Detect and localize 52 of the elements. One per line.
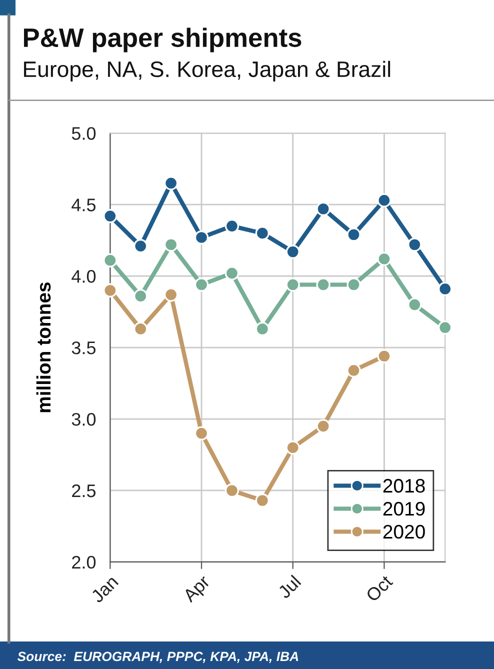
point	[103, 208, 118, 224]
x-tick-label: Oct	[365, 574, 394, 602]
point	[255, 226, 270, 240]
point	[346, 278, 361, 292]
point	[316, 278, 330, 292]
chart-subtitle: Europe, NA, S. Korea, Japan & Brazil	[24, 60, 390, 82]
chart-title: P&W paper shipments	[24, 28, 302, 52]
point	[255, 322, 270, 336]
point	[408, 298, 422, 312]
point	[194, 278, 209, 292]
y-tick-label: 3.0	[72, 412, 96, 426]
point	[134, 289, 148, 304]
point	[164, 176, 178, 190]
point	[438, 282, 452, 296]
y-tick-label: 2.0	[72, 556, 96, 569]
point	[286, 440, 300, 455]
point	[134, 238, 148, 254]
legend-label: 2018	[383, 478, 425, 493]
source-note: Source: EUROGRAPH, PPPC, KPA, JPA, IBA	[17, 652, 298, 664]
point	[438, 320, 452, 335]
point	[408, 238, 422, 252]
point	[224, 483, 240, 498]
point	[194, 230, 209, 245]
point	[224, 266, 240, 280]
point	[286, 244, 300, 259]
y-tick-label: 3.5	[72, 341, 96, 354]
point	[346, 363, 361, 378]
point	[194, 426, 209, 440]
point	[224, 218, 240, 234]
point	[255, 493, 270, 508]
point	[134, 322, 148, 336]
point	[377, 349, 392, 364]
y-tick-label: 5.0	[72, 127, 96, 140]
legend-label: 2019	[383, 502, 425, 516]
y-tick-label: 4.5	[72, 198, 96, 212]
legend-label: 2020	[383, 524, 425, 539]
point	[316, 419, 330, 434]
x-tick-label: Jan	[90, 575, 119, 604]
y-tick-label: 4.0	[72, 270, 96, 283]
x-tick-label: Jul	[276, 574, 302, 600]
point	[103, 283, 118, 298]
point	[286, 278, 300, 292]
point	[103, 253, 118, 268]
point	[164, 238, 178, 252]
y-axis-title: million tonnes	[36, 282, 51, 412]
point	[377, 252, 392, 266]
point	[164, 288, 178, 302]
point	[316, 202, 330, 216]
y-tick-label: 2.5	[72, 484, 96, 498]
x-tick-label: Apr	[182, 574, 214, 606]
point	[377, 193, 392, 208]
point	[346, 228, 361, 242]
